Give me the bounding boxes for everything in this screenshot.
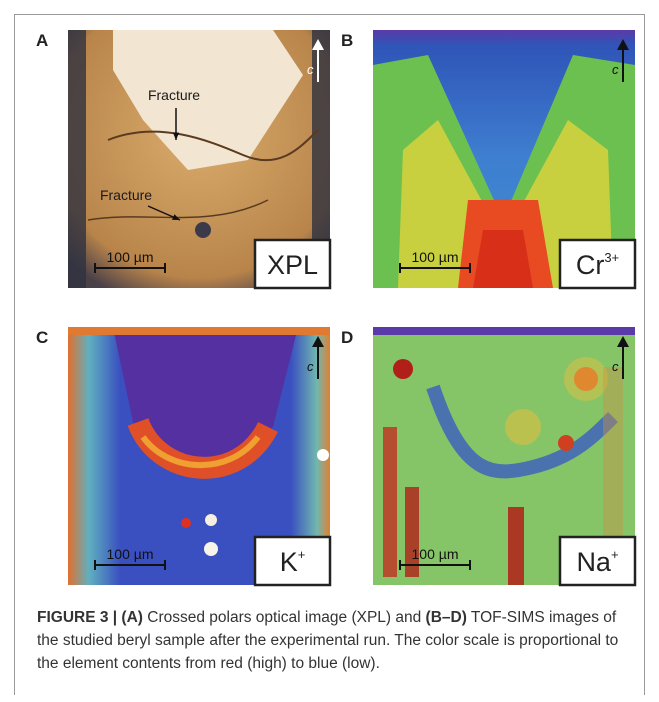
c-axis-label: c bbox=[307, 62, 314, 77]
label-superscript: 3+ bbox=[604, 250, 619, 265]
label-text: Cr bbox=[576, 250, 605, 280]
c-axis-arrowhead bbox=[312, 336, 324, 347]
figure: A XPL 100 µm c Fracture Fracture B Cr3+ 100 µm c C… bbox=[36, 30, 637, 587]
panel-letter: C bbox=[36, 328, 48, 347]
label-superscript: + bbox=[611, 547, 619, 562]
caption: FIGURE 3 | (A) Crossed polars optical im… bbox=[37, 606, 627, 675]
caption-segment: TOF-SIMS images of the studied beryl sam… bbox=[37, 609, 619, 672]
caption-segment: Crossed polars optical image (XPL) and bbox=[142, 609, 426, 626]
annotation: Fracture bbox=[100, 187, 152, 203]
c-axis-label: c bbox=[612, 62, 619, 77]
scale-label: 100 µm bbox=[412, 546, 459, 562]
panel-label: K+ bbox=[280, 547, 306, 577]
annotation-arrowhead bbox=[172, 214, 180, 220]
scale-label: 100 µm bbox=[107, 546, 154, 562]
panel-letter: A bbox=[36, 31, 48, 50]
label-text: K bbox=[280, 547, 298, 577]
c-axis-arrowhead bbox=[617, 336, 629, 347]
caption-segment: FIGURE 3 | (A) bbox=[37, 609, 143, 626]
label-superscript: + bbox=[298, 547, 306, 562]
c-axis-arrowhead bbox=[312, 39, 324, 50]
label-box bbox=[253, 535, 332, 587]
label-box bbox=[558, 238, 637, 290]
scale-label: 100 µm bbox=[412, 249, 459, 265]
label-box bbox=[253, 238, 332, 290]
label-box bbox=[558, 535, 637, 587]
panel-label: XPL bbox=[267, 250, 318, 280]
scale-label: 100 µm bbox=[107, 249, 154, 265]
c-axis-label: c bbox=[307, 359, 314, 374]
c-axis-arrowhead bbox=[617, 39, 629, 50]
panel-label: Na+ bbox=[576, 547, 618, 577]
label-text: Na bbox=[576, 547, 611, 577]
annotation: Fracture bbox=[148, 87, 200, 103]
annotation-arrowhead bbox=[172, 132, 180, 140]
panel-letter: B bbox=[341, 31, 353, 50]
label-text: XPL bbox=[267, 250, 318, 280]
c-axis-label: c bbox=[612, 359, 619, 374]
panel-label: Cr3+ bbox=[576, 250, 619, 280]
panel-letter: D bbox=[341, 328, 353, 347]
figure-frame bbox=[14, 14, 645, 695]
caption-segment: (B–D) bbox=[425, 609, 467, 626]
